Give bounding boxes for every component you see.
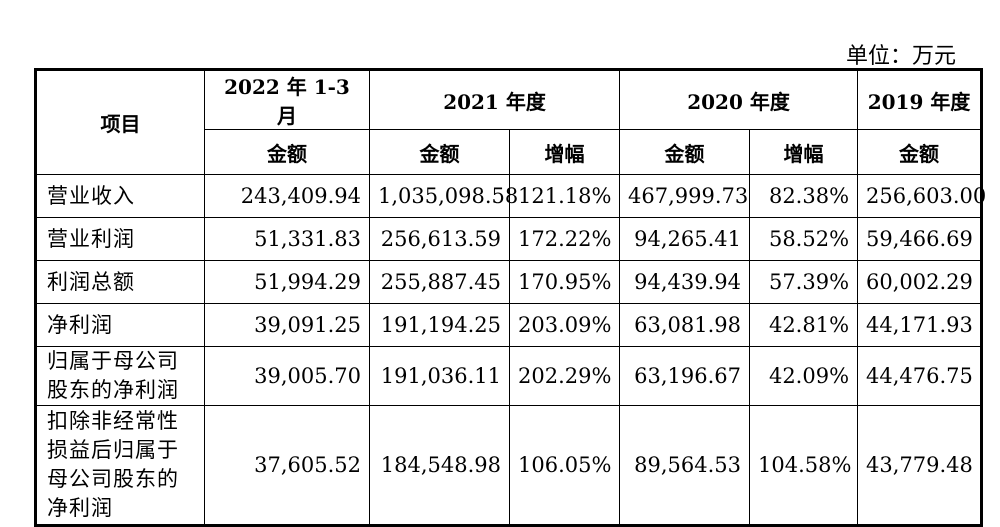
row-item-line: 股东的净利润 [47, 378, 179, 402]
row-item-line: 营业收入 [47, 183, 135, 208]
table-row: 营业利润 51,331.83 256,613.59 172.22% 94,265.41 5… [35, 217, 983, 261]
row-item-line: 净利润 [47, 496, 113, 520]
row-item-line: 营业利润 [47, 226, 135, 251]
table-cell: 39,005.70 [204, 346, 370, 406]
row-item-label: 扣除非经常性 损益后归属于 母公司股东的 净利润 [35, 405, 205, 526]
table-cell: 89,564.53 [619, 405, 751, 526]
header-period-2019: 2019 年度 [857, 69, 983, 130]
subheader-growth-2021: 增幅 [508, 129, 621, 175]
table-cell: 57.39% [749, 260, 859, 304]
table-cell: 51,331.83 [204, 217, 370, 261]
table-cell: 172.22% [508, 217, 621, 261]
subheader-amount-2022q1: 金额 [204, 129, 370, 175]
table-cell: 203.09% [508, 303, 621, 347]
table-cell: 467,999.73 [619, 174, 751, 218]
row-item-label: 利润总额 [35, 260, 205, 304]
table-cell: 63,081.98 [619, 303, 751, 347]
table-cell: 94,439.94 [619, 260, 751, 304]
table-cell: 184,548.98 [369, 405, 510, 526]
header-period-2020: 2020 年度 [619, 69, 859, 130]
subheader-amount-2020: 金额 [619, 129, 751, 175]
table-cell: 58.52% [749, 217, 859, 261]
table-cell: 42.09% [749, 346, 859, 406]
table-cell: 121.18% [508, 174, 621, 218]
subheader-growth-2020: 增幅 [749, 129, 859, 175]
table-cell: 42.81% [749, 303, 859, 347]
table-cell: 1,035,098.58 [369, 174, 518, 218]
table-cell: 59,466.69 [857, 217, 983, 261]
table-row: 扣除非经常性 损益后归属于 母公司股东的 净利润 37,605.52 184,548.98… [35, 405, 983, 526]
row-item-line: 损益后归属于 [47, 438, 179, 462]
table-row: 营业收入 243,409.94 1,035,098.58 121.18% 467,999… [35, 174, 986, 218]
table-cell: 44,171.93 [857, 303, 983, 347]
header-period-2022q1: 2022 年 1-3 月 [204, 69, 370, 130]
unit-label: 单位：万元 [845, 44, 956, 69]
table-cell: 44,476.75 [857, 346, 983, 406]
table-cell: 37,605.52 [204, 405, 370, 526]
row-item-label: 营业收入 [35, 174, 205, 218]
financial-table: 项目 2022 年 1-3 月 2021 年度 2020 年度 2019 年度 … [34, 68, 986, 527]
row-item-line: 归属于母公司 [47, 349, 179, 373]
table-cell: 191,036.11 [369, 346, 510, 406]
row-item-line: 母公司股东的 [47, 467, 179, 491]
table-cell: 243,409.94 [204, 174, 370, 218]
table-cell: 104.58% [749, 405, 859, 526]
table-row: 归属于母公司 股东的净利润 39,005.70 191,036.11 202.29% 63… [35, 346, 983, 406]
table-row: 净利润 39,091.25 191,194.25 203.09% 63,081.98 42… [35, 303, 983, 347]
table-row: 利润总额 51,994.29 255,887.45 170.95% 94,439.94 5… [35, 260, 983, 304]
table-cell: 43,779.48 [857, 405, 983, 526]
header-period-2021: 2021 年度 [368, 69, 621, 130]
table-cell: 202.29% [508, 346, 621, 406]
subheader-amount-2021: 金额 [369, 129, 510, 175]
table-cell: 60,002.29 [857, 260, 983, 304]
row-item-line: 净利润 [47, 312, 113, 337]
table-cell: 170.95% [508, 260, 621, 304]
table-cell: 39,091.25 [204, 303, 370, 347]
row-item-label: 归属于母公司 股东的净利润 [35, 346, 205, 406]
row-item-label: 营业利润 [35, 217, 205, 261]
subheader-amount-2019: 金额 [857, 129, 983, 175]
table-cell: 255,887.45 [369, 260, 510, 304]
header-item: 项目 [35, 69, 205, 175]
table-cell: 82.38% [749, 174, 859, 218]
table-cell: 106.05% [508, 405, 621, 526]
table-cell: 256,613.59 [369, 217, 510, 261]
row-item-line: 扣除非经常性 [47, 409, 179, 433]
table-cell: 191,194.25 [369, 303, 510, 347]
table-cell: 63,196.67 [619, 346, 751, 406]
row-item-line: 利润总额 [47, 269, 135, 294]
table-cell: 256,603.00 [857, 174, 986, 218]
table-cell: 94,265.41 [619, 217, 751, 261]
table-cell: 51,994.29 [204, 260, 370, 304]
row-item-label: 净利润 [35, 303, 205, 347]
